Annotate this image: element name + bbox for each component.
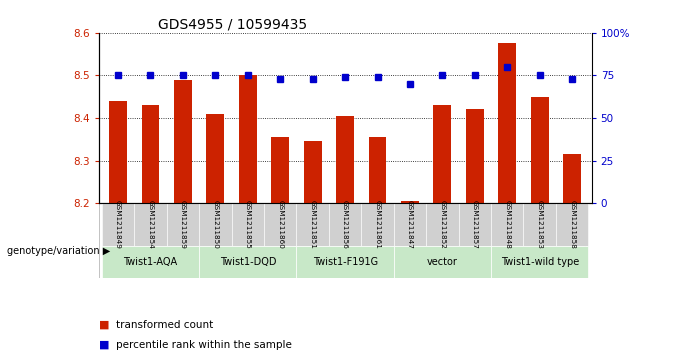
Text: transformed count: transformed count	[116, 320, 213, 330]
Text: GSM1211849: GSM1211849	[115, 200, 121, 249]
Text: GSM1211852: GSM1211852	[439, 200, 445, 249]
Bar	[329, 203, 361, 246]
Bar	[167, 203, 199, 246]
Bar	[458, 203, 491, 246]
Bar	[264, 203, 296, 246]
Bar	[207, 114, 224, 203]
Bar	[433, 105, 452, 203]
Bar	[394, 203, 426, 246]
Text: Twist1-wild type: Twist1-wild type	[500, 257, 579, 267]
Bar	[296, 203, 329, 246]
Bar	[466, 109, 483, 203]
Text: GSM1211857: GSM1211857	[472, 200, 478, 249]
Text: ■: ■	[99, 340, 109, 350]
Text: GSM1211854: GSM1211854	[148, 200, 154, 249]
Text: GSM1211848: GSM1211848	[505, 200, 510, 249]
Bar	[361, 203, 394, 246]
Bar	[369, 137, 386, 203]
Text: Twist1-AQA: Twist1-AQA	[124, 257, 177, 267]
Text: GSM1211859: GSM1211859	[180, 200, 186, 249]
Bar	[174, 79, 192, 203]
Bar	[304, 142, 322, 203]
Text: GDS4955 / 10599435: GDS4955 / 10599435	[158, 17, 307, 32]
Bar	[199, 246, 296, 278]
Text: genotype/variation ▶: genotype/variation ▶	[7, 246, 110, 256]
Text: GSM1211853: GSM1211853	[537, 200, 543, 249]
Text: GSM1211851: GSM1211851	[309, 200, 316, 249]
Text: ■: ■	[99, 320, 109, 330]
Bar	[426, 203, 458, 246]
Text: percentile rank within the sample: percentile rank within the sample	[116, 340, 292, 350]
Text: Twist1-F191G: Twist1-F191G	[313, 257, 377, 267]
Bar	[336, 116, 354, 203]
Text: GSM1211850: GSM1211850	[212, 200, 218, 249]
Text: vector: vector	[427, 257, 458, 267]
Bar	[109, 101, 127, 203]
Bar	[102, 203, 134, 246]
Bar	[394, 246, 491, 278]
Bar	[134, 203, 167, 246]
Bar	[102, 246, 199, 278]
Bar	[239, 75, 257, 203]
Bar	[232, 203, 264, 246]
Text: GSM1211858: GSM1211858	[569, 200, 575, 249]
Bar	[141, 105, 159, 203]
Text: GSM1211847: GSM1211847	[407, 200, 413, 249]
Text: GSM1211861: GSM1211861	[375, 200, 381, 249]
Bar	[531, 97, 549, 203]
Bar	[556, 203, 588, 246]
Bar	[271, 137, 289, 203]
Bar	[491, 203, 524, 246]
Text: Twist1-DQD: Twist1-DQD	[220, 257, 276, 267]
Bar	[491, 246, 588, 278]
Bar	[524, 203, 556, 246]
Bar	[401, 201, 419, 203]
Bar	[498, 43, 516, 203]
Text: GSM1211860: GSM1211860	[277, 200, 284, 249]
Text: GSM1211855: GSM1211855	[245, 200, 251, 249]
Bar	[199, 203, 232, 246]
Text: GSM1211856: GSM1211856	[342, 200, 348, 249]
Bar	[563, 154, 581, 203]
Bar	[296, 246, 394, 278]
